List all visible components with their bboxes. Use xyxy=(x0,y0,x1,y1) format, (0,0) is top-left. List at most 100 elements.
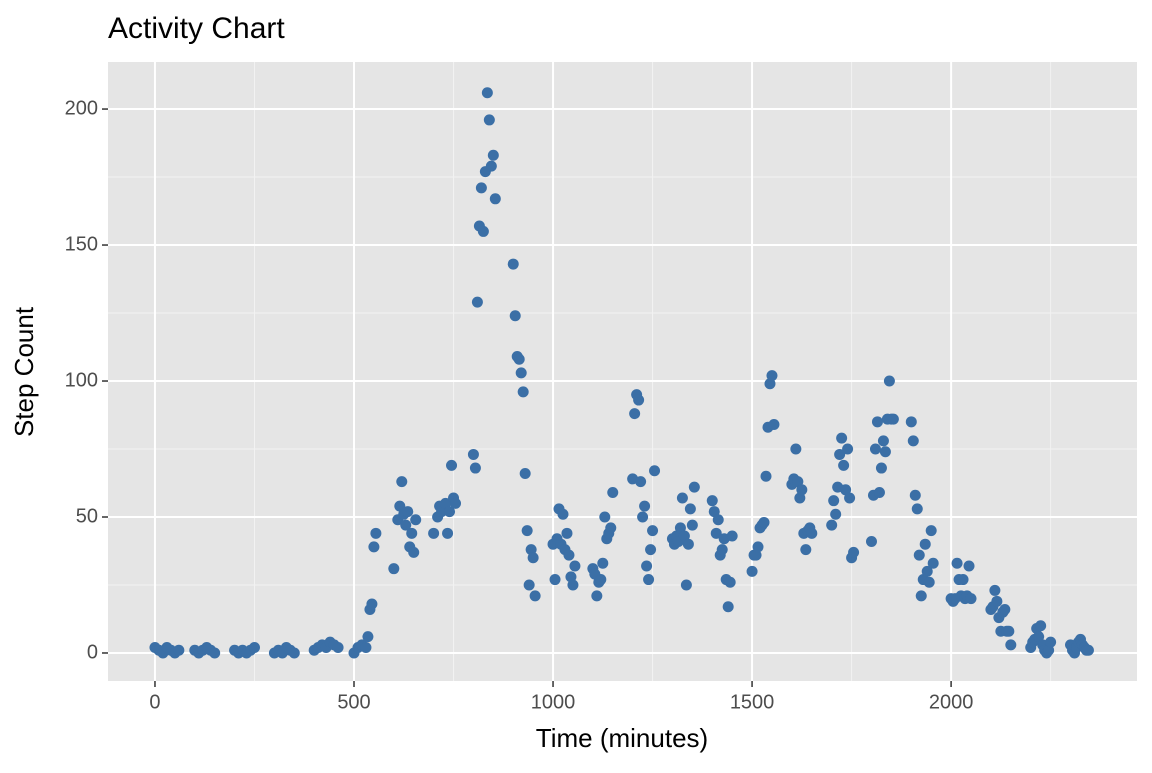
point xyxy=(1033,631,1045,643)
point xyxy=(678,530,690,542)
point xyxy=(925,525,937,537)
point xyxy=(766,370,778,382)
chart-title: Activity Chart xyxy=(108,12,285,45)
point xyxy=(641,560,653,572)
point xyxy=(907,435,919,447)
point xyxy=(686,519,698,531)
point xyxy=(680,579,692,591)
point xyxy=(362,631,374,643)
point xyxy=(366,598,378,610)
point xyxy=(173,644,185,656)
point xyxy=(716,544,728,556)
point xyxy=(1045,636,1057,648)
point xyxy=(883,375,895,387)
point xyxy=(706,495,718,507)
y-tick-label: 200 xyxy=(65,97,98,119)
point xyxy=(869,443,881,455)
x-tick-label: 500 xyxy=(337,691,370,713)
point xyxy=(887,413,899,425)
point xyxy=(471,296,483,308)
y-axis-title: Step Count xyxy=(9,306,39,437)
point xyxy=(633,394,645,406)
point xyxy=(637,511,649,523)
point xyxy=(529,590,541,602)
point xyxy=(483,114,495,126)
point xyxy=(519,467,531,479)
point xyxy=(911,503,923,515)
point xyxy=(722,601,734,613)
point xyxy=(527,552,539,564)
point xyxy=(760,470,772,482)
point xyxy=(724,576,736,588)
point xyxy=(509,310,521,322)
point xyxy=(963,560,975,572)
y-tick-label: 100 xyxy=(65,369,98,391)
point xyxy=(865,535,877,547)
point xyxy=(792,476,804,488)
point xyxy=(873,487,885,499)
point xyxy=(1003,625,1015,637)
point xyxy=(288,647,300,659)
point xyxy=(790,443,802,455)
point xyxy=(635,476,647,488)
point xyxy=(989,584,1001,596)
point xyxy=(915,590,927,602)
point xyxy=(643,574,655,586)
point xyxy=(400,519,412,531)
point xyxy=(834,448,846,460)
point xyxy=(513,353,525,365)
x-axis-title: Time (minutes) xyxy=(536,723,708,753)
point xyxy=(406,527,418,539)
point xyxy=(332,642,344,654)
point xyxy=(726,530,738,542)
point xyxy=(436,506,448,518)
point xyxy=(848,546,860,558)
point xyxy=(923,576,935,588)
point xyxy=(481,87,493,99)
point xyxy=(909,489,921,501)
point xyxy=(877,435,889,447)
point xyxy=(370,527,382,539)
point xyxy=(563,549,575,561)
point xyxy=(800,544,812,556)
point xyxy=(838,459,850,471)
point xyxy=(248,642,260,654)
point xyxy=(396,476,408,488)
point xyxy=(647,525,659,537)
point xyxy=(746,565,758,577)
point xyxy=(408,546,420,558)
point xyxy=(489,193,501,205)
point xyxy=(388,563,400,575)
point xyxy=(595,574,607,586)
point xyxy=(428,527,440,539)
point xyxy=(591,590,603,602)
point xyxy=(467,448,479,460)
point xyxy=(549,574,561,586)
point xyxy=(879,446,891,458)
point xyxy=(752,541,764,553)
point xyxy=(957,574,969,586)
point xyxy=(965,593,977,605)
point xyxy=(999,603,1011,615)
point xyxy=(607,487,619,499)
point xyxy=(826,519,838,531)
point xyxy=(645,544,657,556)
point xyxy=(597,557,609,569)
point xyxy=(450,497,462,509)
x-tick-label: 1000 xyxy=(531,691,576,713)
point xyxy=(469,462,481,474)
point xyxy=(913,549,925,561)
point xyxy=(567,579,579,591)
point xyxy=(875,462,887,474)
point xyxy=(517,386,529,398)
point xyxy=(844,492,856,504)
point xyxy=(477,225,489,237)
point xyxy=(360,642,372,654)
point xyxy=(521,525,533,537)
point xyxy=(676,492,688,504)
point xyxy=(1035,620,1047,632)
point xyxy=(410,514,422,526)
point xyxy=(842,443,854,455)
